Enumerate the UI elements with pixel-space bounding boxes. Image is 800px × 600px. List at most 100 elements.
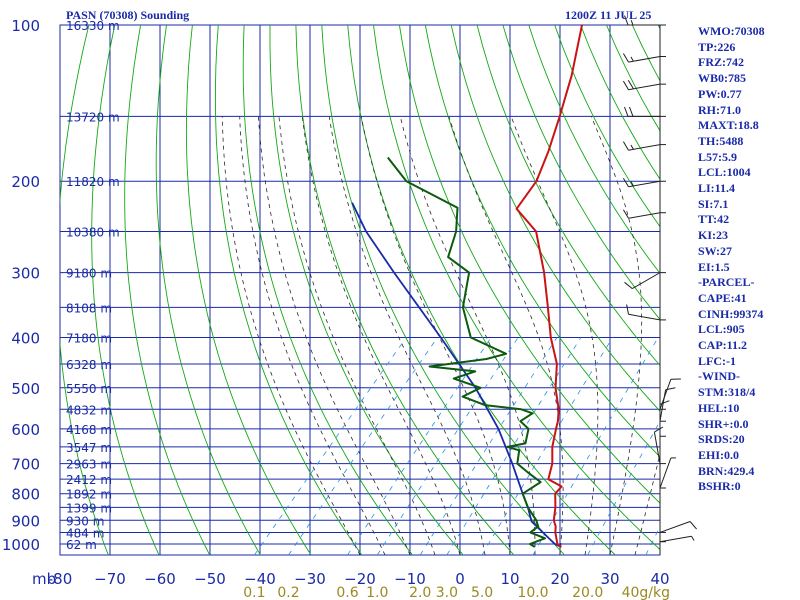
wind-barb-flag (659, 400, 670, 405)
dry-adiabat-line (373, 25, 660, 551)
mixing-ratio-line (288, 337, 438, 555)
wind-barb-staff (659, 521, 691, 533)
stat-item: FRZ:742 (698, 55, 744, 70)
wind-barb-flag (622, 141, 629, 151)
mixing-ratio-label: 20.0 (572, 585, 603, 600)
moist-adiabat-line (360, 116, 511, 555)
height-label: 9180 m (66, 267, 112, 281)
wind-barb-flag (622, 80, 629, 90)
temperature-tick-label: −10 (394, 570, 426, 588)
stat-item: PW:0.77 (698, 86, 742, 101)
mixing-ratio-line (347, 337, 492, 555)
profile-lines (351, 25, 583, 548)
stat-item: SRDS:20 (698, 432, 745, 447)
temperature-tick-label: 0 (455, 570, 465, 588)
stat-item: RH:71.0 (698, 102, 741, 117)
stats-panel: WMO:70308 TP:226 FRZ:742 WB0:785 PW:0.77 RH:7… (698, 24, 765, 495)
pressure-unit-label: mb (32, 570, 56, 588)
sounding-datetime: 1200Z 11 JUL 25 (565, 8, 652, 22)
stat-item: SI:7.1 (698, 196, 729, 211)
pressure-tick-label: 500 (11, 380, 40, 398)
mixing-ratio-line (254, 337, 407, 555)
stat-item: CAPE:41 (698, 290, 747, 305)
dry-adiabat-line (124, 25, 211, 555)
dry-adiabat-line (347, 25, 616, 555)
temperature-tick-label: 40 (650, 570, 669, 588)
stat-item: TH:5488 (698, 133, 744, 148)
dry-adiabat-line (295, 25, 515, 555)
mixing-ratio-label: 0.2 (277, 585, 299, 600)
mixing-ratio-line (446, 337, 582, 555)
dry-adiabat-line (424, 25, 660, 458)
wind-barb-flag (630, 20, 634, 26)
stat-item: SHR+:0.0 (698, 416, 749, 431)
height-label: 2412 m (66, 473, 112, 487)
dry-adiabat-line (476, 25, 660, 367)
wind-barb-flag (630, 56, 634, 62)
wind-barb-flag (624, 15, 629, 26)
wind-barb-staff (653, 432, 661, 464)
temperature-tick-label: −70 (94, 570, 126, 588)
moist-adiabat-line (590, 116, 643, 555)
stat-item: EI:1.5 (698, 259, 730, 274)
dry-adiabat-line (398, 25, 660, 504)
dry-adiabat-line (214, 25, 363, 555)
wind-barb-staff (659, 389, 667, 422)
dry-adiabat-line (321, 25, 566, 555)
wind-barb-staff (628, 144, 661, 151)
wind-barb-flag (622, 177, 629, 188)
dry-adiabat-line (155, 25, 261, 555)
moist-adiabat-line (510, 116, 599, 555)
temperature-tick-label: 20 (550, 570, 569, 588)
stat-item: MAXT:18.8 (698, 118, 759, 133)
stat-item: -WIND- (698, 369, 740, 384)
moist-adiabat-line (328, 116, 486, 555)
wind-barb-staff (632, 272, 661, 290)
height-label: 5550 m (66, 382, 112, 396)
dry-adiabat-line (60, 25, 109, 555)
dry-adiabat-line (91, 25, 160, 555)
wind-barb-staff (628, 56, 661, 63)
wind-barb-flag (689, 521, 697, 530)
dry-adiabat-line (773, 1, 800, 557)
pressure-tick-label: 1000 (2, 536, 40, 554)
stat-item: KI:23 (698, 228, 728, 243)
wind-barb-flag (630, 181, 634, 187)
dry-adiabat-line (450, 25, 660, 412)
moist-adiabat-line (301, 116, 461, 555)
stat-item: LFC:-1 (698, 353, 736, 368)
temperature-trace (515, 25, 583, 548)
moist-adiabat-line (278, 116, 436, 555)
pressure-tick-label: 900 (11, 512, 40, 530)
sounding-title: PASN (70308) Sounding (66, 8, 190, 22)
pressure-tick-label: 700 (11, 456, 40, 474)
wind-barb-staff (628, 180, 661, 188)
stat-item: WMO:70308 (698, 24, 765, 38)
temperature-tick-label: −60 (144, 570, 176, 588)
temperature-tick-label: 30 (600, 570, 619, 588)
wind-barb-staff (659, 379, 672, 410)
wind-barb-flag (691, 535, 695, 541)
wind-barb-staff (628, 83, 661, 91)
wind-barb-flag (629, 106, 634, 117)
temperature-tick-label: −20 (344, 570, 376, 588)
dry-adiabat-line (269, 25, 464, 555)
height-label: 484 m (66, 526, 104, 540)
mixing-ratio-label: 5.0 (471, 585, 493, 600)
temperature-tick-label: 10 (500, 570, 519, 588)
height-label: 62 m (66, 538, 97, 552)
height-label: 2963 m (66, 458, 112, 472)
wind-barbs (622, 15, 697, 555)
height-label: 6328 m (66, 358, 112, 372)
stat-item: SW:27 (698, 243, 733, 258)
pressure-tick-label: 100 (11, 17, 40, 35)
wind-barb-staff (659, 535, 692, 543)
moist-adiabat-line (399, 116, 536, 555)
pressure-tick-label: 300 (11, 265, 40, 283)
moist-adiabat-line (448, 116, 564, 555)
pressure-tick-label: 600 (11, 421, 40, 439)
height-label: 10380 m (66, 226, 120, 240)
dry-adiabat-line (185, 25, 312, 555)
